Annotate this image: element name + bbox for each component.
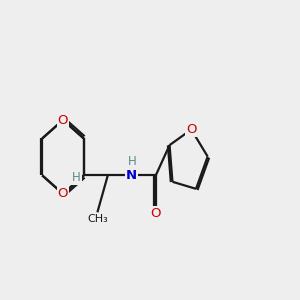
Text: O: O: [58, 187, 68, 200]
Text: O: O: [186, 123, 196, 136]
Text: H: H: [72, 171, 81, 184]
Text: N: N: [126, 169, 137, 182]
Text: O: O: [58, 113, 68, 127]
Text: CH₃: CH₃: [87, 214, 108, 224]
Text: H: H: [128, 155, 136, 168]
Text: O: O: [151, 207, 161, 220]
